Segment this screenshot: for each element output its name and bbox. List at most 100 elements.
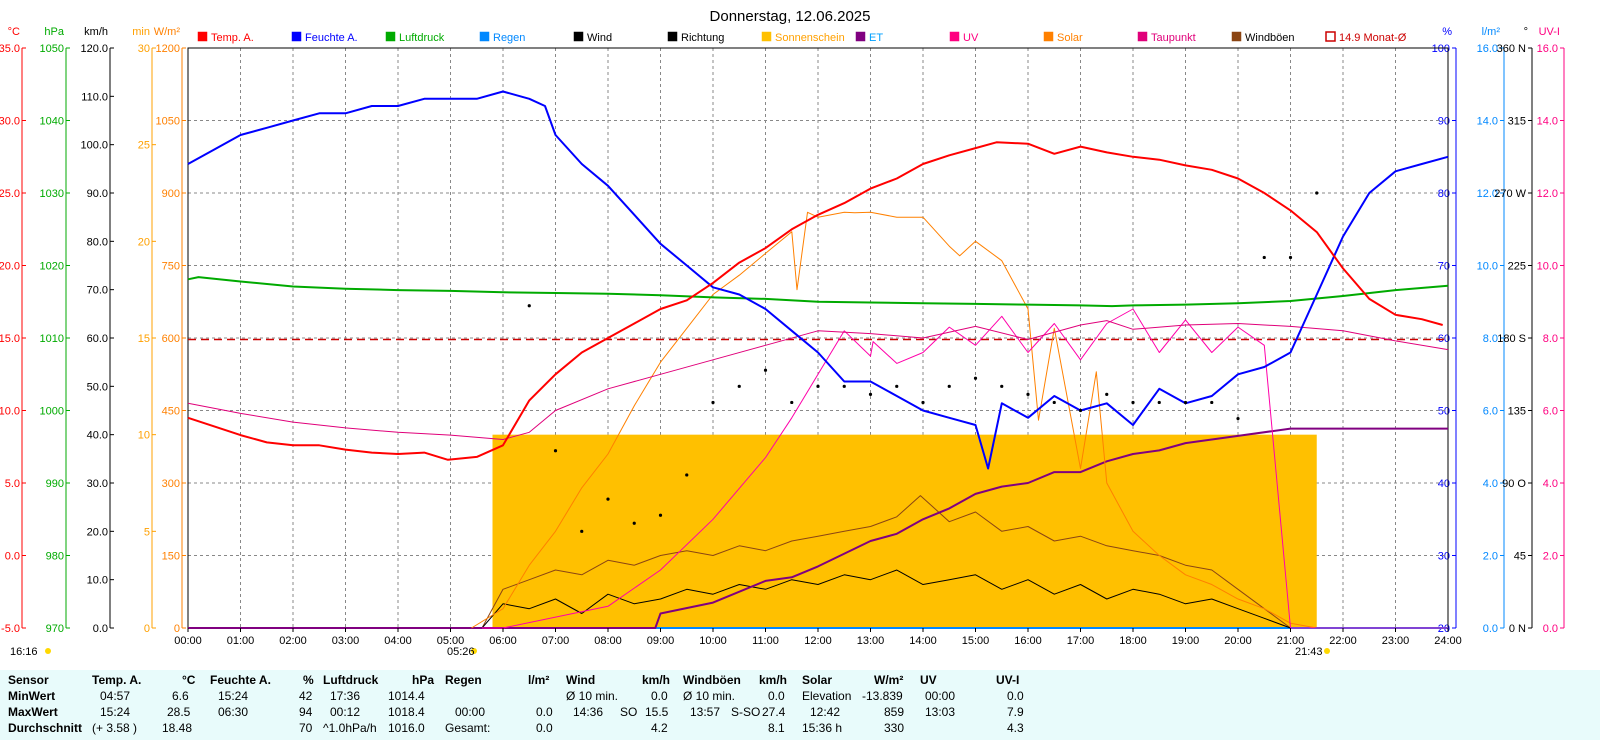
stats-header-hum-unit: % bbox=[303, 673, 314, 687]
solar-max-time: 12:42 bbox=[810, 705, 841, 719]
left-axis-tick-label: 150 bbox=[162, 551, 180, 563]
solar-avg-label: 15:36 h bbox=[802, 721, 843, 735]
right-axis-tick-label: 270 W bbox=[1494, 188, 1526, 200]
x-tick-label: 01:00 bbox=[227, 635, 255, 647]
left-axis-tick-label: 900 bbox=[162, 188, 180, 200]
gust-max: 27.4 bbox=[762, 705, 786, 719]
axes: °C 35.0 30.0 25.0 20.0 15.0 10.0 5.0 0.0 -5.0 hPa 1… bbox=[0, 26, 1565, 635]
stats-header-rain: Regen bbox=[445, 673, 482, 687]
left-axis-tick-label: 990 bbox=[46, 478, 64, 490]
wind-max-time: 14:36 bbox=[573, 705, 604, 719]
left-axis-tick-label: 1020 bbox=[40, 261, 64, 273]
direction-point bbox=[763, 368, 768, 372]
right-axis-tick-label: 0.0 bbox=[1483, 623, 1498, 635]
sunrise-label: 05:26 bbox=[447, 646, 475, 658]
x-tick-label: 17:00 bbox=[1067, 635, 1095, 647]
series-uv bbox=[482, 308, 1448, 629]
left-axis-tick-label: 15.0 bbox=[0, 333, 20, 345]
stats-row-min: MinWert bbox=[8, 689, 56, 703]
right-axis-unit: UV-I bbox=[1539, 26, 1560, 38]
direction-point bbox=[790, 400, 794, 405]
left-axis-tick-label: 20.0 bbox=[0, 261, 20, 273]
left-axis-tick-label: 980 bbox=[46, 551, 64, 563]
legend-label: Temp. A. bbox=[211, 32, 254, 44]
series-luftdruck bbox=[187, 276, 1449, 308]
direction-point bbox=[658, 513, 663, 517]
left-axis-unit: °C bbox=[8, 26, 20, 38]
left-axis-tick-label: 750 bbox=[162, 261, 180, 273]
left-axis-tick-label: 10.0 bbox=[87, 575, 108, 587]
left-axis-tick-label: 1200 bbox=[156, 43, 180, 55]
left-axis-tick-label: 80.0 bbox=[87, 236, 108, 248]
direction-point bbox=[553, 449, 558, 453]
left-axis-tick-label: 30.0 bbox=[87, 478, 108, 490]
x-tick-label: 14:00 bbox=[909, 635, 937, 647]
x-tick-label: 08:00 bbox=[594, 635, 622, 647]
solar-min: -13.839 bbox=[862, 689, 903, 703]
legend-label: UV bbox=[963, 32, 979, 44]
rain-total: 0.0 bbox=[536, 721, 553, 735]
direction-point bbox=[1131, 400, 1135, 405]
direction-point bbox=[973, 376, 978, 380]
direction-point bbox=[947, 384, 951, 388]
left-axis-tick-label: 30 bbox=[138, 43, 150, 55]
left-axis-tick-label: 1050 bbox=[40, 43, 64, 55]
series-taupunkt bbox=[187, 320, 1449, 440]
stats-header-uv-unit: UV-I bbox=[996, 673, 1020, 687]
uv-min: 0.0 bbox=[1007, 689, 1024, 703]
right-axis-unit: ° bbox=[1524, 26, 1528, 38]
weather-chart: Donnerstag, 12.06.2025 Temp. A. Feuchte A… bbox=[0, 8, 1565, 658]
gust-max-time: 13:57 bbox=[690, 705, 721, 719]
temp-min-time: 04:57 bbox=[100, 689, 131, 703]
left-axis-tick-label: 300 bbox=[162, 478, 180, 490]
x-tick-label: 00:00 bbox=[174, 635, 202, 647]
uv-max: 7.9 bbox=[1007, 705, 1024, 719]
uv-avg: 4.3 bbox=[1007, 721, 1024, 735]
press-max-time: 00:12 bbox=[330, 705, 361, 719]
stats-panel: Sensor Temp. A. °C Feuchte A. % Luftdruc… bbox=[0, 670, 1600, 740]
press-min: 1014.4 bbox=[388, 689, 425, 703]
legend-swatch bbox=[573, 31, 584, 42]
direction-point bbox=[632, 521, 636, 525]
hum-min: 42 bbox=[299, 689, 313, 703]
left-axis-tick-label: 1000 bbox=[40, 406, 64, 418]
left-axis-tick-label: 40.0 bbox=[87, 430, 108, 442]
right-axis-tick-label: 12.0 bbox=[1537, 188, 1558, 200]
x-tick-label: 21:00 bbox=[1277, 635, 1305, 647]
left-axis-tick-label: -5.0 bbox=[1, 623, 20, 635]
x-tick-label: 06:00 bbox=[489, 635, 517, 647]
legend: Temp. A. Feuchte A. Luftdruck Regen Wind Rich… bbox=[197, 31, 1407, 44]
stats-header-hum: Feuchte A. bbox=[210, 673, 271, 687]
legend-label: Solar bbox=[1057, 32, 1083, 44]
x-tick-label: 24:00 bbox=[1434, 635, 1462, 647]
left-axis-tick-label: 110.0 bbox=[81, 91, 108, 103]
left-axis-tick-label: 0.0 bbox=[5, 551, 20, 563]
left-axis-tick-label: 35.0 bbox=[0, 43, 20, 55]
series-windb-en bbox=[481, 495, 1291, 629]
right-axis-tick-label: 6.0 bbox=[1483, 406, 1498, 418]
left-axis-tick-label: 1030 bbox=[40, 188, 64, 200]
left-axis-tick-label: 0 bbox=[144, 623, 150, 635]
left-axis-tick-label: 30.0 bbox=[0, 116, 20, 128]
legend-swatch bbox=[1043, 31, 1054, 42]
legend-swatch bbox=[949, 31, 960, 42]
right-axis-tick-label: 80 bbox=[1438, 188, 1450, 200]
right-axis-tick-label: 2.0 bbox=[1483, 551, 1498, 563]
uv-min-time: 00:00 bbox=[925, 689, 956, 703]
direction-point bbox=[1157, 400, 1161, 405]
legend-swatch bbox=[1325, 31, 1336, 42]
direction-point bbox=[527, 304, 531, 308]
rain-total-label: Gesamt: bbox=[445, 721, 491, 735]
stats-header-press-unit: hPa bbox=[412, 673, 435, 687]
direction-point bbox=[868, 392, 873, 396]
press-max: 1018.4 bbox=[388, 705, 425, 719]
direction-point bbox=[711, 400, 715, 405]
x-tick-label: 04:00 bbox=[384, 635, 412, 647]
direction-point bbox=[737, 384, 741, 388]
right-axis-tick-label: 315 bbox=[1508, 116, 1526, 128]
right-axis-tick-label: 40 bbox=[1438, 478, 1450, 490]
x-tick-label: 23:00 bbox=[1382, 635, 1410, 647]
hum-avg: 70 bbox=[299, 721, 313, 735]
legend-swatch bbox=[855, 31, 866, 42]
right-axis-tick-label: 100 bbox=[1432, 43, 1450, 55]
